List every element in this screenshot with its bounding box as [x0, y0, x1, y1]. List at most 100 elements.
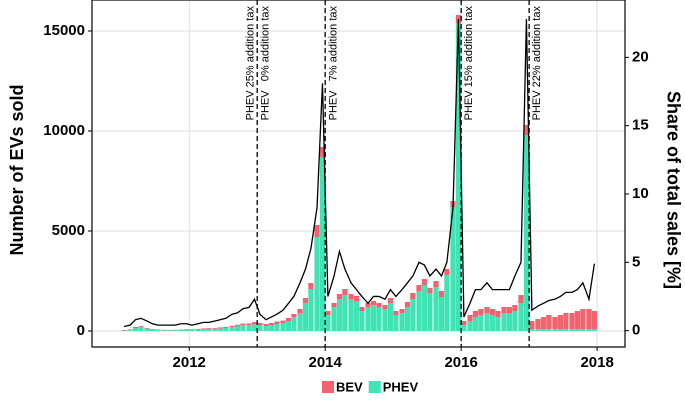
bar-phev [427, 293, 433, 331]
bar-bev [472, 311, 479, 317]
bar-bev [433, 281, 439, 287]
bar-bev [234, 324, 241, 326]
bar-phev [416, 291, 422, 331]
bar-phev [200, 329, 207, 331]
bar-phev [455, 23, 462, 331]
bar-bev [484, 307, 490, 313]
bar-bev [535, 319, 541, 329]
bar-bev [206, 328, 212, 329]
bar-bev [240, 323, 246, 325]
bar-bev [569, 313, 575, 329]
bar-bev [382, 305, 388, 309]
bar-phev [546, 329, 552, 331]
bar-phev [365, 307, 371, 331]
bar-bev [121, 330, 127, 331]
bar-bev [189, 329, 195, 330]
bar-phev [467, 321, 473, 331]
bar-phev [557, 329, 564, 331]
bar-bev [302, 298, 309, 303]
bar-phev [206, 329, 212, 331]
bar-phev [586, 329, 592, 331]
bar-phev [506, 313, 513, 331]
bar-bev [529, 321, 535, 329]
y2-tick-label: 5 [632, 253, 640, 270]
bar-bev [370, 301, 377, 305]
bar-bev [393, 311, 399, 315]
bar-phev [387, 303, 394, 331]
annotation: PHEV 25% addition tax [244, 6, 256, 121]
bar-phev [421, 285, 428, 331]
bar-bev [438, 291, 445, 297]
bar-phev [325, 315, 331, 331]
bar-phev [461, 325, 467, 331]
bar-phev [263, 326, 269, 331]
bar-phev [178, 330, 184, 331]
bar-bev [217, 327, 224, 329]
bar-bev [444, 269, 450, 275]
bar-bev [552, 317, 558, 329]
bar-bev [251, 322, 258, 324]
bar-bev [563, 313, 569, 329]
bar-bev [455, 15, 462, 23]
bar-phev [229, 327, 235, 331]
bar-bev [246, 323, 252, 325]
bar-bev [478, 309, 484, 315]
bar-phev [569, 329, 575, 331]
bar-phev [540, 329, 547, 331]
y-tick-label: 10000 [43, 122, 85, 139]
bar-phev [336, 299, 343, 331]
bar-bev [319, 147, 326, 157]
bar-bev [404, 302, 411, 307]
bar-phev [138, 327, 144, 331]
legend-swatch [322, 381, 334, 393]
bar-phev [195, 329, 201, 331]
bar-bev [274, 321, 280, 324]
y2-tick-label: 0 [632, 322, 640, 339]
bar-phev [393, 315, 399, 331]
bar-bev [144, 328, 150, 329]
bar-bev [195, 329, 201, 330]
bar-bev [257, 323, 263, 325]
annotation: PHEV 0% addition tax [259, 6, 271, 121]
bar-bev [586, 309, 592, 329]
bar-phev [489, 315, 496, 331]
bar-bev [353, 296, 360, 301]
bar-phev [223, 328, 229, 331]
bar-bev [467, 315, 473, 321]
bar-bev [138, 326, 144, 327]
bar-bev [427, 288, 433, 293]
bar-bev [506, 307, 513, 313]
bar-phev [552, 329, 558, 331]
bar-bev [557, 315, 564, 329]
bar-bev [399, 309, 405, 313]
bar-phev [495, 317, 501, 331]
bar-bev [183, 329, 190, 330]
panel [92, 0, 625, 347]
bar-bev [421, 279, 428, 285]
x-tick-label: 2014 [309, 354, 343, 371]
bar-phev [268, 325, 275, 331]
bar-phev [518, 303, 524, 331]
bar-bev [285, 318, 292, 321]
bar-phev [212, 328, 218, 331]
annotation: PHEV 22% addition tax [531, 6, 543, 121]
bar-phev [580, 329, 586, 331]
bar-bev [359, 307, 365, 311]
bar-bev [387, 298, 394, 303]
x-tick-label: 2018 [580, 354, 613, 371]
bar-phev [591, 329, 598, 331]
legend-label: BEV [336, 379, 363, 394]
bar-phev [523, 135, 530, 331]
bar-phev [331, 307, 337, 331]
annotation: PHEV 15% addition tax [463, 6, 475, 121]
bar-bev [574, 311, 581, 329]
y-tick-label: 5000 [52, 222, 85, 239]
bar-bev [200, 328, 207, 330]
bar-phev [274, 324, 280, 331]
bar-phev [240, 325, 246, 331]
bar-phev [144, 328, 150, 331]
bar-bev [212, 328, 218, 329]
bar-phev [370, 305, 377, 331]
bar-phev [450, 207, 456, 331]
